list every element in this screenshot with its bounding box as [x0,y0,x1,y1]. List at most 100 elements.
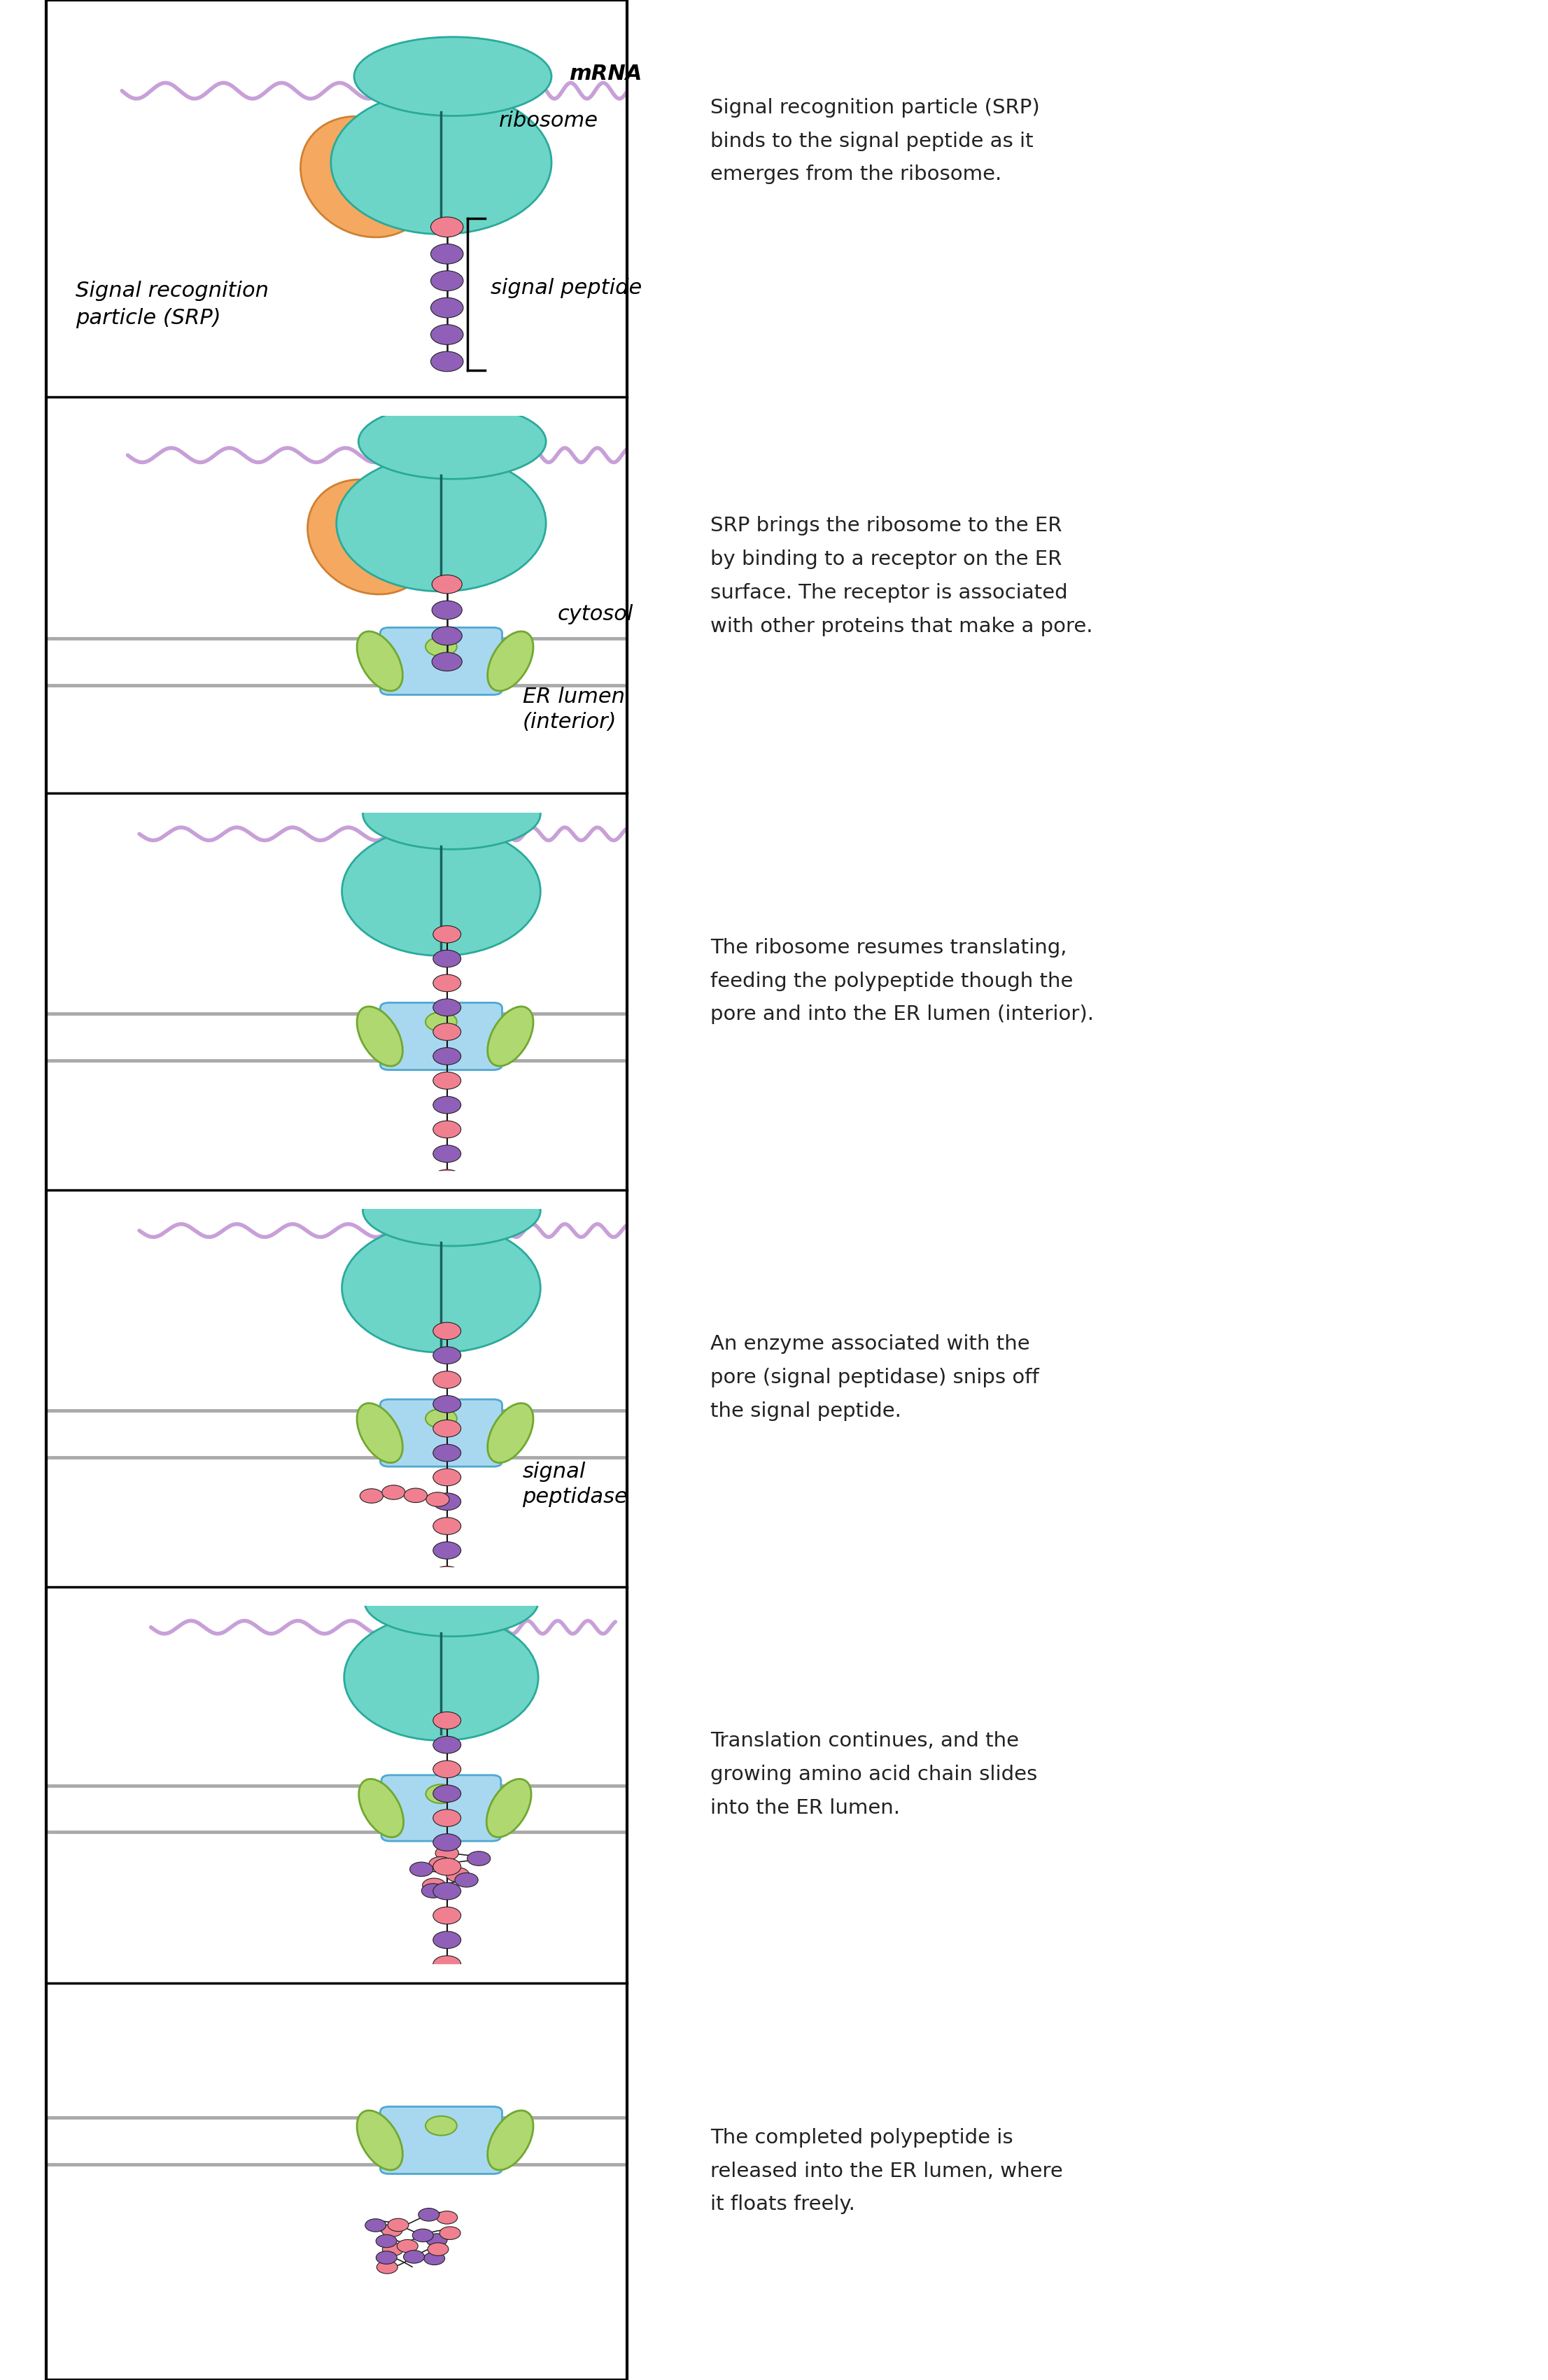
Ellipse shape [488,1404,533,1464]
Circle shape [381,2223,402,2237]
Circle shape [376,2251,396,2263]
FancyBboxPatch shape [381,1002,502,1071]
Circle shape [433,2004,461,2021]
Ellipse shape [426,1011,457,1031]
Circle shape [433,1316,461,1333]
Circle shape [412,2230,433,2242]
Ellipse shape [354,38,551,117]
Text: signal peptide: signal peptide [491,278,642,298]
Ellipse shape [359,1778,404,1837]
Circle shape [433,1047,461,1064]
Circle shape [433,1785,461,1802]
Ellipse shape [358,1404,402,1464]
Circle shape [433,1421,461,1438]
Text: The ribosome resumes translating,
feeding the polypeptide though the
pore and in: The ribosome resumes translating, feedin… [711,938,1094,1023]
Circle shape [433,1242,461,1259]
Circle shape [433,1323,461,1340]
Ellipse shape [426,1785,457,1804]
Circle shape [433,1711,461,1728]
Circle shape [365,2218,385,2232]
Ellipse shape [342,826,540,957]
Circle shape [440,2228,460,2240]
Circle shape [421,1883,444,1897]
Circle shape [410,1861,433,1875]
Circle shape [430,217,463,238]
Circle shape [382,2242,404,2256]
Circle shape [433,1883,461,1899]
Circle shape [424,2251,444,2266]
Circle shape [433,1121,461,1138]
Circle shape [433,1347,461,1364]
Ellipse shape [488,2111,533,2171]
Circle shape [382,1485,406,1499]
Circle shape [433,1664,461,1680]
Circle shape [433,1097,461,1114]
Circle shape [404,1488,427,1502]
Circle shape [376,2235,396,2247]
Text: ER lumen
(interior): ER lumen (interior) [523,685,625,733]
Circle shape [396,2240,418,2251]
Circle shape [433,1956,461,1973]
Circle shape [433,1071,461,1090]
Circle shape [433,1468,461,1485]
Text: Signal recognition particle (SRP)
binds to the signal peptide as it
emerges from: Signal recognition particle (SRP) binds … [711,98,1040,183]
Circle shape [433,1616,461,1633]
Circle shape [359,1490,384,1504]
Text: ribosome: ribosome [498,109,599,131]
Circle shape [418,2209,440,2221]
Circle shape [433,1809,461,1825]
Circle shape [430,271,463,290]
Circle shape [433,1859,461,1875]
Text: SRP brings the ribosome to the ER
by binding to a receptor on the ER
surface. Th: SRP brings the ribosome to the ER by bin… [711,516,1093,635]
Ellipse shape [336,455,546,590]
Ellipse shape [488,1007,533,1066]
Circle shape [433,1395,461,1414]
Circle shape [432,626,461,645]
Text: The completed polypeptide is
released into the ER lumen, where
it floats freely.: The completed polypeptide is released in… [711,2128,1063,2213]
Circle shape [433,1266,461,1285]
Ellipse shape [426,638,457,657]
Circle shape [433,1930,461,1949]
Circle shape [433,1340,461,1357]
Circle shape [446,1868,469,1883]
Text: signal
peptidase: signal peptidase [523,1461,628,1507]
Circle shape [433,1640,461,1656]
Circle shape [433,1371,461,1388]
Text: mRNA: mRNA [570,64,642,83]
Circle shape [387,2218,409,2232]
Circle shape [430,324,463,345]
Ellipse shape [359,405,546,478]
Text: Signal recognition
particle (SRP): Signal recognition particle (SRP) [76,281,269,328]
Circle shape [430,352,463,371]
Ellipse shape [331,90,551,233]
Circle shape [467,1852,491,1866]
Ellipse shape [426,2116,457,2135]
Circle shape [437,2211,458,2223]
Ellipse shape [486,1778,531,1837]
Circle shape [433,973,461,992]
Circle shape [433,1023,461,1040]
Circle shape [404,2251,424,2263]
Text: Translation continues, and the
growing amino acid chain slides
into the ER lumen: Translation continues, and the growing a… [711,1730,1037,1818]
Ellipse shape [358,631,402,690]
FancyBboxPatch shape [381,2106,502,2173]
Circle shape [376,2261,398,2273]
Circle shape [433,1737,461,1754]
Circle shape [433,950,461,966]
Circle shape [433,1761,461,1778]
Circle shape [432,652,461,671]
Text: An enzyme associated with the
pore (signal peptidase) snips off
the signal pepti: An enzyme associated with the pore (sign… [711,1335,1039,1421]
Circle shape [435,1847,458,1861]
Ellipse shape [308,478,432,595]
Circle shape [426,2232,447,2247]
Circle shape [433,1566,461,1583]
Circle shape [455,1873,478,1887]
Circle shape [433,1687,461,1706]
Circle shape [433,1518,461,1535]
Circle shape [433,1195,461,1211]
Ellipse shape [426,1409,457,1428]
Circle shape [433,1145,461,1161]
Circle shape [433,1590,461,1609]
Circle shape [433,1714,461,1730]
Ellipse shape [362,778,540,850]
